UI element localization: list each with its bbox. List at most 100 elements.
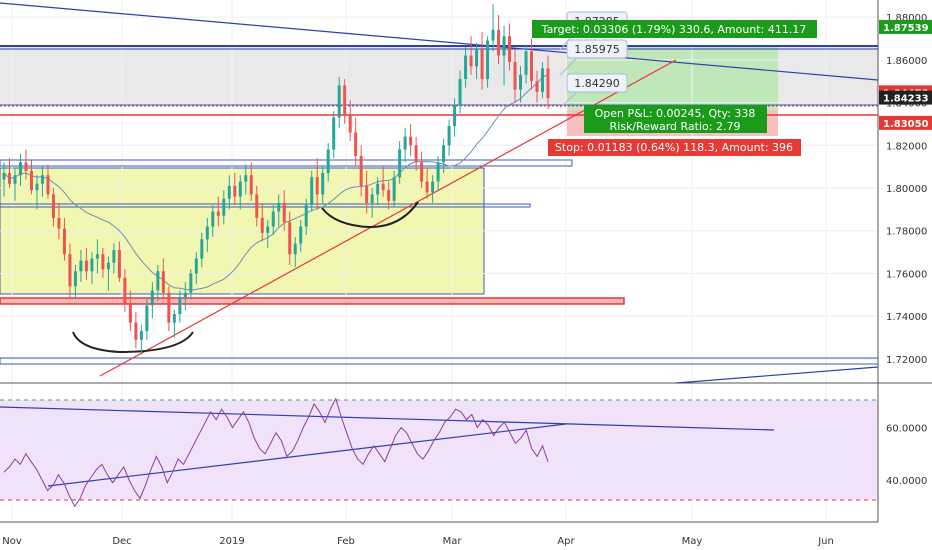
candle-body [35,183,39,191]
candle-body [244,175,248,182]
descending-trendline [0,2,879,81]
candle-body [117,249,121,278]
candle-body [458,79,462,105]
candle-body [211,211,215,227]
candle-body [480,49,484,80]
candle-body [486,40,490,80]
candle-body [260,217,264,233]
price-tag-label: 1.84233 [883,94,929,105]
time-axis: Nov Dec 2019 Feb Mar Apr May Jun [2,536,834,547]
rsi-line [3,397,549,508]
rsi-descending-trendline [0,406,775,431]
price-tick-label: 1.80000 [886,184,927,195]
candle-body [453,104,457,127]
candle-body [18,162,22,176]
candle-body [310,177,314,206]
candle-body [475,49,479,67]
candle-body [156,271,160,291]
candle-body [524,51,528,75]
candle-body [95,254,99,259]
stop-label: Stop: 0.01183 (0.64%) 118.3, Amount: 396 [555,141,793,154]
candle-body [24,162,28,171]
candle-body [200,239,204,259]
price-tag-bg [879,90,932,105]
candle-body [293,243,297,255]
candle-body [381,183,385,191]
callout-3-pointer [559,91,578,109]
candle-body [519,74,523,90]
candle-body [205,226,209,240]
price-tick-label: 1.86000 [886,56,927,67]
callout-2-pointer [559,57,578,76]
candle-body [337,85,341,118]
candle-body [398,149,402,178]
candle-body [469,55,473,67]
candle-body [420,162,424,182]
price-tag-bg [879,19,932,34]
time-tick-label: Feb [337,536,355,547]
candle-body [68,254,72,287]
open-pl-label: Open P&L: 0.00245, Qty: 338 [595,107,756,120]
price-tag-label: 1.83050 [883,119,929,130]
candle-body [90,258,94,272]
candle-body [387,190,391,201]
rsi-upper-trendline [675,366,879,384]
stop-label-bg [548,139,801,156]
price-tick-label: 1.78000 [886,227,927,238]
price-axis: 1.72000 1.74000 1.76000 1.78000 1.80000 1.820… [886,13,927,366]
candle-body [183,292,187,297]
candle-body [541,68,545,92]
callout-2-text: 1.85975 [574,43,620,56]
candle-body [13,175,17,184]
candle-body [255,194,259,218]
candle-body [288,222,292,255]
candle-body [2,173,6,180]
candle-body [354,132,358,156]
candle-body [194,258,198,274]
time-tick-label: Nov [2,536,22,547]
candle-body [79,260,83,272]
candle-body [431,181,435,193]
candle-body [84,260,88,272]
candle-body [392,177,396,201]
candle-body [40,175,44,184]
candle-body [546,68,550,99]
candle-body [282,202,286,223]
rounding-bottom-right [321,201,419,229]
candle-body [535,81,539,92]
candle-body [513,61,517,90]
red-support-band [0,297,625,305]
candle-body [62,228,66,255]
ascending-trendline [99,59,677,377]
candle-body [321,173,325,195]
rsi-tick-label: 40.0000 [886,476,927,487]
candle-body [414,145,418,163]
candle-body [167,292,171,323]
rsi-tick-label: 60.0000 [886,424,927,435]
candle-body [106,262,110,270]
mid-band [0,203,531,208]
candle-body [442,145,446,163]
candle-body [359,155,363,186]
candle-body [403,136,407,150]
candle-body [447,126,451,146]
open-pl-label-bg [584,105,767,133]
candle-body [51,194,55,218]
candle-body [29,170,33,191]
candle-body [315,177,319,195]
time-tick-label: May [682,536,703,547]
candle-body [491,29,495,41]
candles [2,4,550,355]
price-tick-label: 1.88000 [886,13,927,24]
candle-body [266,226,270,233]
candle-body [238,181,242,197]
moving-average-line [3,73,549,291]
candle-body [409,136,413,146]
candle-body [222,198,226,216]
price-tag-bg [879,115,932,130]
candle-body [530,51,534,82]
candle-body [123,277,127,304]
time-tick-label: Mar [443,536,463,547]
